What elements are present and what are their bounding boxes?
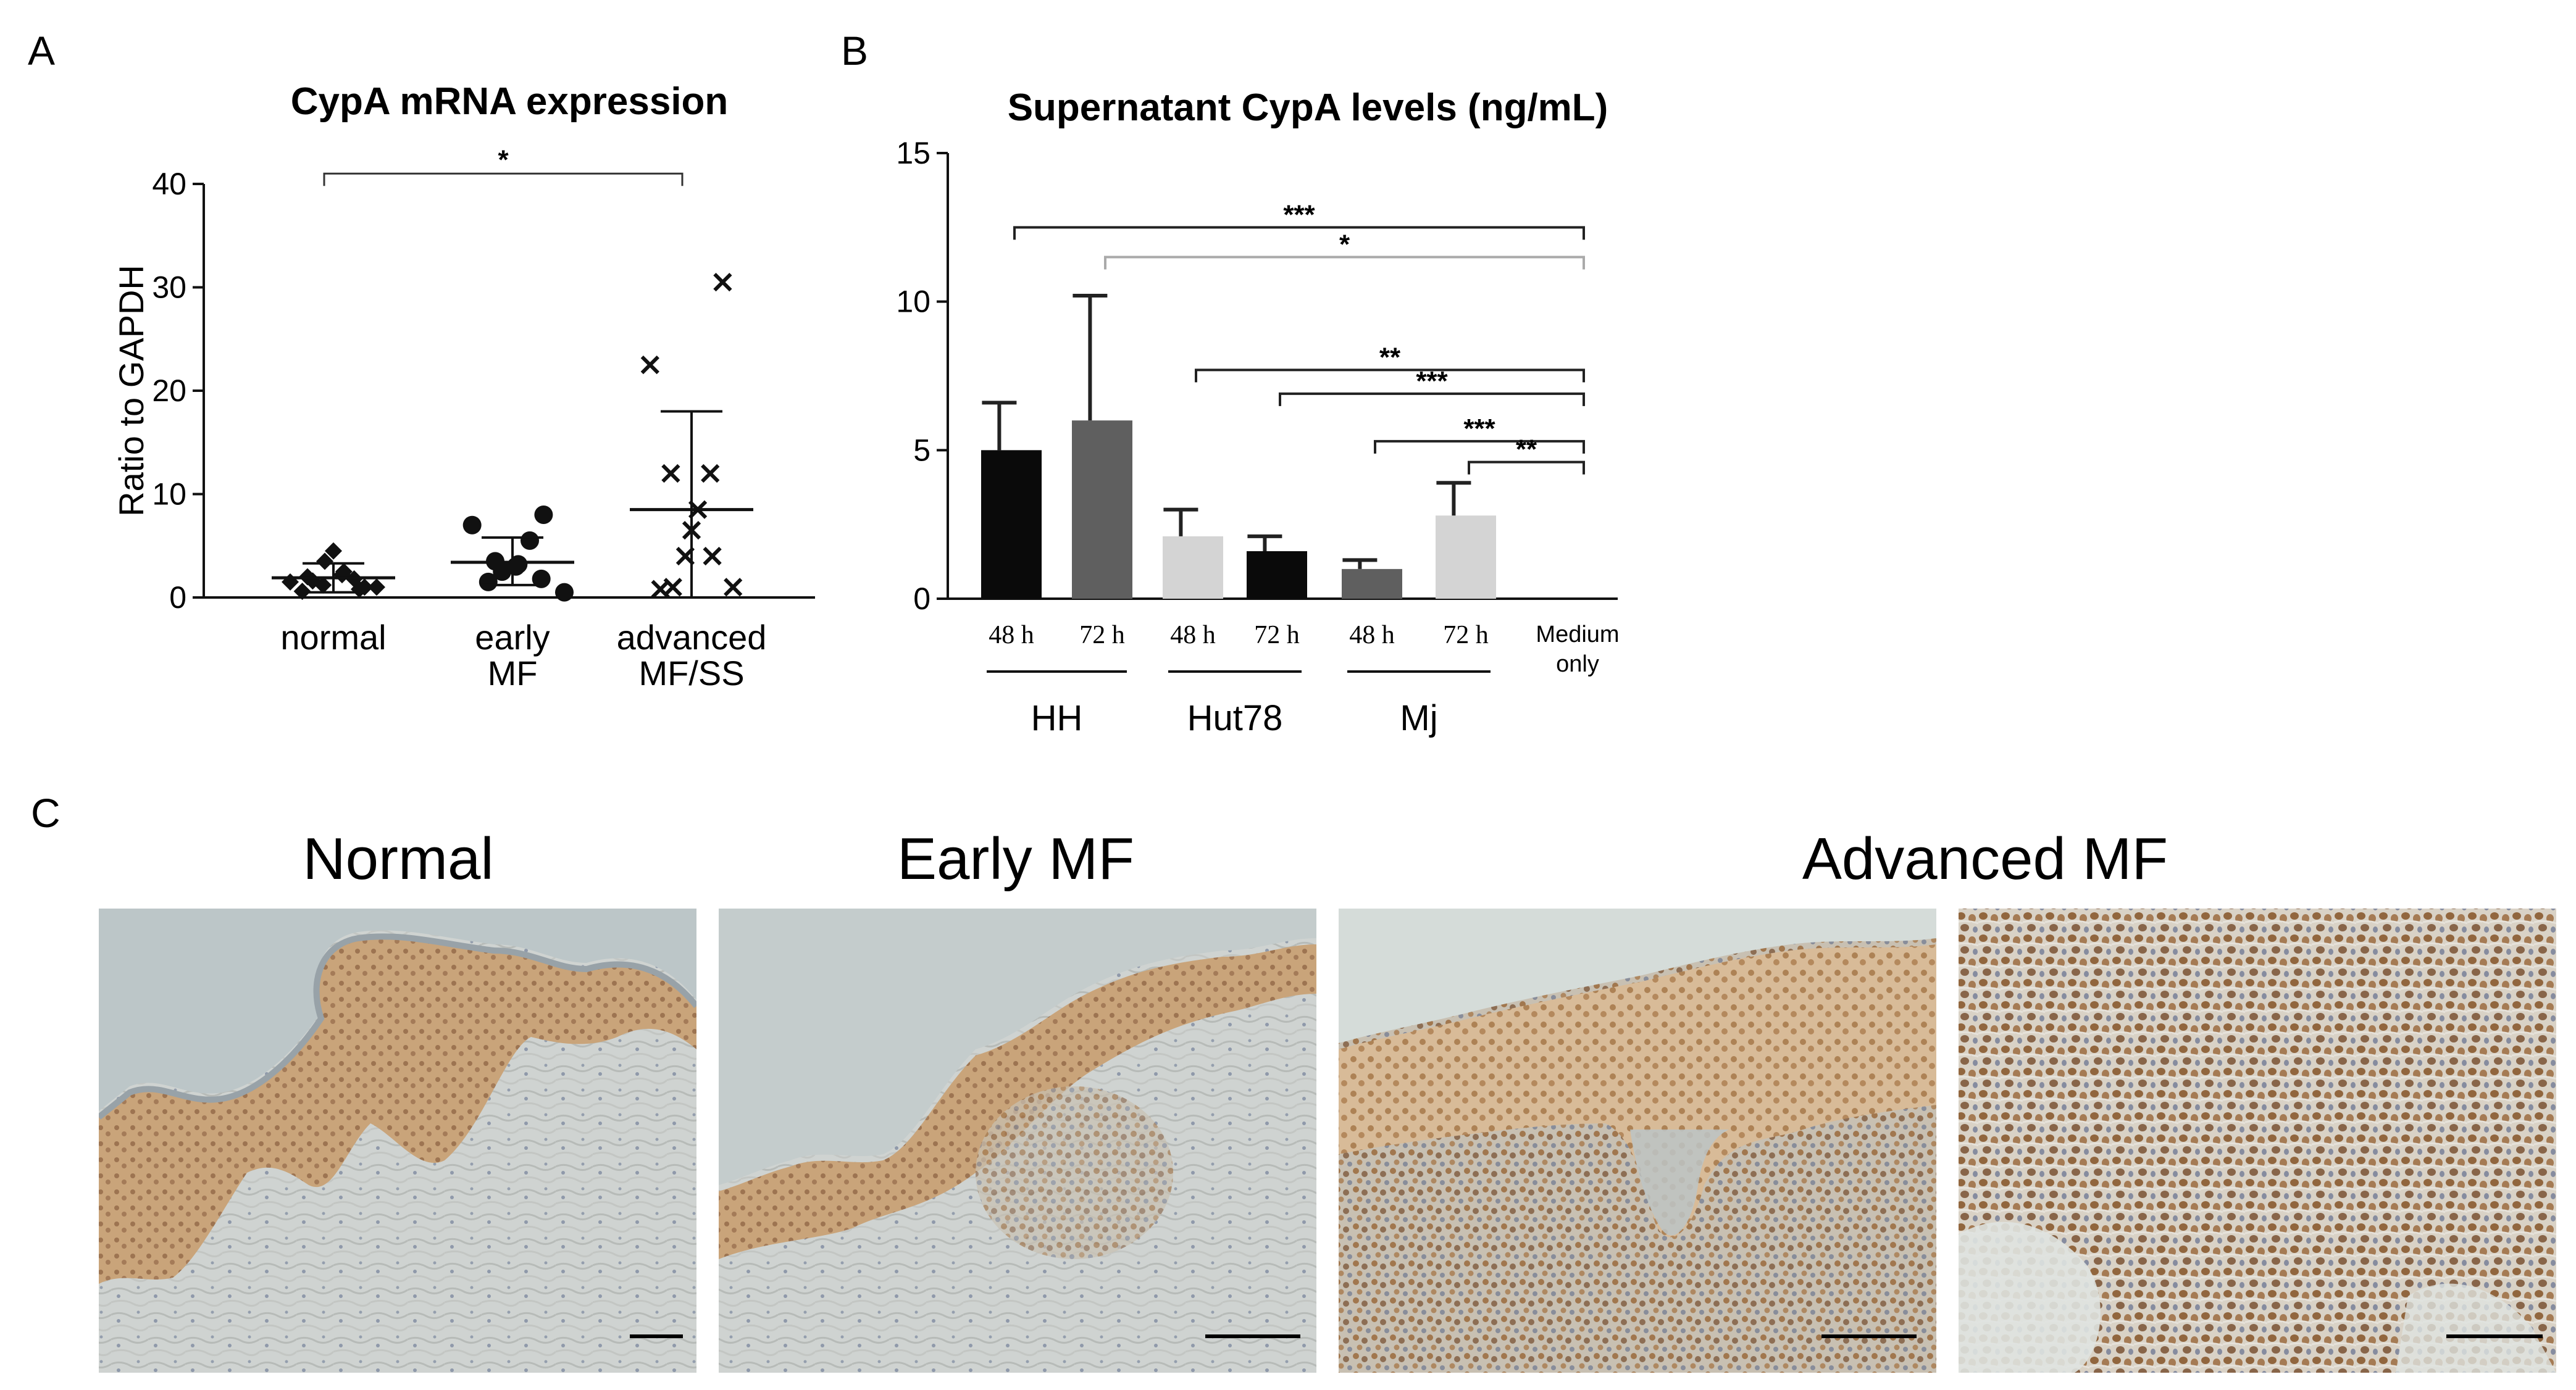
chart-a: CypA mRNA expression Ratio to GAPDH 0 10 20 3… bbox=[112, 80, 815, 693]
x-category-label: Medium bbox=[1536, 622, 1619, 647]
significance-label: ** bbox=[1516, 435, 1537, 465]
significance-bracket bbox=[1374, 439, 1585, 454]
significance-label: ** bbox=[1379, 342, 1401, 372]
x-category-label: 48 h bbox=[1170, 621, 1216, 649]
significance-label: *** bbox=[1283, 199, 1315, 230]
bar bbox=[1342, 568, 1402, 599]
x-category-label: MF/SS bbox=[638, 654, 744, 693]
data-point bbox=[724, 578, 743, 597]
data-point bbox=[661, 464, 680, 483]
data-point bbox=[316, 552, 333, 570]
x-category-label: 72 h bbox=[1443, 621, 1489, 649]
significance-label: * bbox=[498, 144, 509, 175]
data-point bbox=[555, 583, 574, 602]
panel-label-c: C bbox=[31, 790, 61, 836]
y-tick-label: 0 bbox=[169, 580, 186, 615]
significance-bracket bbox=[1104, 256, 1585, 270]
x-category-label: 48 h bbox=[1349, 621, 1395, 649]
data-point bbox=[368, 578, 385, 596]
chart-title: Supernatant CypA levels (ng/mL) bbox=[1008, 86, 1608, 129]
group-label: HH bbox=[1031, 698, 1083, 738]
micrograph-advanced-mf-1 bbox=[1339, 909, 1936, 1373]
data-point bbox=[532, 569, 551, 588]
x-category-label: 48 h bbox=[989, 621, 1034, 649]
x-category-label: normal bbox=[280, 618, 386, 657]
data-point bbox=[325, 542, 342, 560]
data-point bbox=[651, 580, 670, 599]
group-label: Mj bbox=[1400, 698, 1437, 738]
bar bbox=[1436, 515, 1496, 599]
y-tick-label: 30 bbox=[152, 270, 186, 305]
histology-title-normal: Normal bbox=[303, 826, 493, 892]
significance-bracket bbox=[1468, 460, 1585, 475]
y-tick-label: 20 bbox=[152, 373, 186, 408]
panel-label-b: B bbox=[841, 28, 868, 73]
significance-label: *** bbox=[1416, 366, 1448, 396]
y-tick-label: 40 bbox=[152, 167, 186, 201]
x-category-label: early bbox=[475, 618, 550, 657]
bar bbox=[1163, 536, 1223, 599]
data-point bbox=[534, 506, 553, 524]
bar bbox=[1247, 551, 1307, 599]
data-point bbox=[462, 515, 482, 535]
bar bbox=[981, 450, 1042, 599]
y-tick-label: 0 bbox=[913, 581, 930, 616]
data-point bbox=[640, 356, 659, 375]
bar bbox=[1072, 420, 1132, 599]
data-point bbox=[521, 531, 539, 550]
x-category-label: only bbox=[1556, 651, 1599, 677]
micrograph-normal bbox=[99, 909, 696, 1373]
chart-b: Supernatant CypA levels (ng/mL) 0 5 10 15 48 … bbox=[896, 86, 1619, 738]
histology-title-advanced-mf: Advanced MF bbox=[1802, 826, 2168, 892]
y-axis-label: Ratio to GAPDH bbox=[112, 265, 151, 517]
y-tick-label: 15 bbox=[896, 136, 930, 170]
y-tick-label: 10 bbox=[896, 285, 930, 319]
y-tick-label: 10 bbox=[152, 477, 186, 512]
x-category-label: 72 h bbox=[1079, 621, 1125, 649]
data-point bbox=[713, 273, 732, 292]
significance-bracket bbox=[1279, 392, 1585, 406]
micrograph-advanced-mf-2 bbox=[1959, 909, 2556, 1373]
chart-title: CypA mRNA expression bbox=[291, 80, 729, 123]
panel-label-a: A bbox=[28, 28, 55, 73]
data-point bbox=[703, 546, 722, 566]
micrograph-early-mf bbox=[719, 909, 1316, 1373]
x-category-label: MF bbox=[488, 654, 538, 693]
significance-label: * bbox=[1339, 229, 1350, 259]
significance-label: *** bbox=[1463, 414, 1495, 444]
y-tick-label: 5 bbox=[913, 433, 930, 467]
significance-bracket bbox=[1013, 226, 1585, 240]
x-category-label: 72 h bbox=[1254, 621, 1300, 649]
group-label: Hut78 bbox=[1187, 698, 1283, 738]
data-point bbox=[293, 582, 311, 600]
x-category-label: advanced bbox=[617, 618, 767, 657]
significance-bracket bbox=[323, 172, 684, 186]
significance-bracket bbox=[1195, 368, 1585, 383]
data-point bbox=[701, 464, 720, 483]
histology-title-early-mf: Early MF bbox=[897, 826, 1134, 892]
data-point bbox=[282, 573, 299, 591]
data-point bbox=[493, 562, 512, 581]
data-point bbox=[479, 572, 498, 591]
